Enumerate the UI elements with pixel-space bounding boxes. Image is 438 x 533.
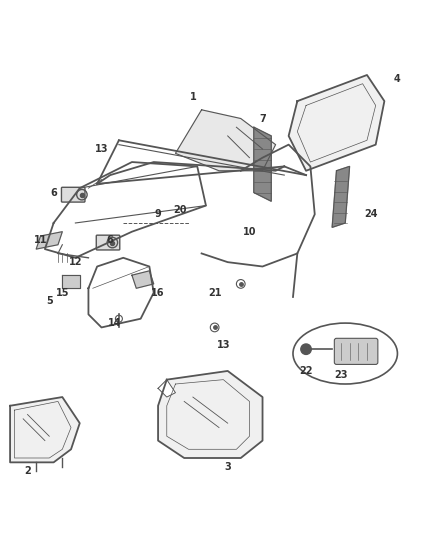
Text: 14: 14 — [108, 318, 121, 328]
Text: 7: 7 — [259, 114, 266, 124]
Polygon shape — [254, 127, 271, 201]
Text: 6: 6 — [107, 236, 113, 245]
Text: 6: 6 — [50, 188, 57, 198]
Circle shape — [301, 344, 311, 354]
Polygon shape — [176, 110, 276, 171]
FancyBboxPatch shape — [334, 338, 378, 365]
Polygon shape — [36, 232, 62, 249]
Text: 2: 2 — [24, 466, 31, 476]
Text: 20: 20 — [173, 205, 187, 215]
Text: 15: 15 — [56, 288, 69, 297]
Text: 21: 21 — [208, 288, 221, 297]
Text: 5: 5 — [46, 296, 53, 306]
Polygon shape — [10, 397, 80, 462]
Polygon shape — [289, 75, 385, 171]
Text: 12: 12 — [69, 257, 82, 267]
Polygon shape — [158, 371, 262, 458]
Polygon shape — [132, 271, 154, 288]
Text: 3: 3 — [224, 462, 231, 472]
Text: 10: 10 — [243, 227, 256, 237]
Text: 11: 11 — [34, 236, 47, 245]
FancyBboxPatch shape — [96, 235, 120, 250]
Text: 24: 24 — [364, 209, 378, 219]
Text: 13: 13 — [217, 340, 230, 350]
FancyBboxPatch shape — [61, 187, 85, 202]
Polygon shape — [158, 379, 176, 397]
Text: 16: 16 — [151, 288, 165, 297]
Text: 1: 1 — [190, 92, 196, 102]
Text: 23: 23 — [334, 370, 348, 381]
Text: 9: 9 — [155, 209, 162, 219]
Ellipse shape — [293, 323, 397, 384]
Text: 4: 4 — [394, 75, 401, 84]
Polygon shape — [332, 166, 350, 228]
Text: 13: 13 — [95, 144, 108, 154]
Polygon shape — [62, 275, 80, 288]
Text: 22: 22 — [299, 366, 313, 376]
